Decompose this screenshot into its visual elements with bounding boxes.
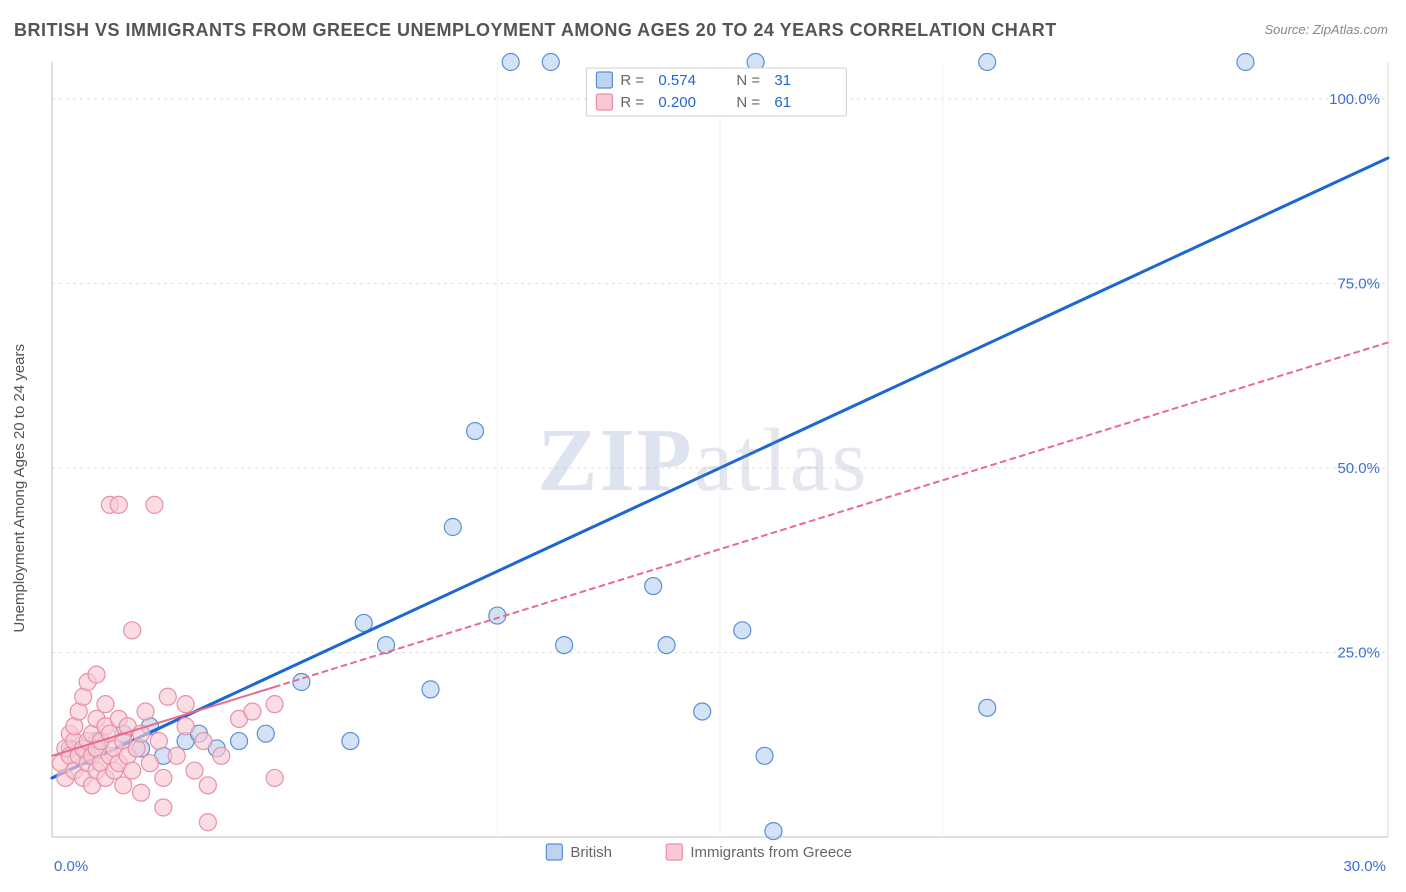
data-point (444, 519, 461, 536)
data-point (133, 784, 150, 801)
x-tick-label: 0.0% (54, 858, 88, 875)
data-point (195, 733, 212, 750)
y-tick-label: 100.0% (1329, 91, 1380, 108)
legend-r-label: R = (620, 72, 644, 89)
data-point (257, 725, 274, 742)
y-axis-label: Unemployment Among Ages 20 to 24 years (11, 344, 28, 633)
data-point (97, 696, 114, 713)
legend-swatch (596, 72, 612, 88)
data-point (168, 747, 185, 764)
legend-n-value: 31 (774, 72, 791, 89)
data-point (150, 733, 167, 750)
data-point (155, 799, 172, 816)
scatter-chart-svg: 25.0% 50.0% 75.0% 100.0% 0.0% 30.0% Unemployme… (0, 50, 1406, 892)
y-tick-label: 25.0% (1337, 644, 1380, 661)
data-point (186, 762, 203, 779)
legend-n-value: 61 (774, 94, 791, 111)
legend-r-value: 0.574 (658, 72, 696, 89)
data-point (266, 696, 283, 713)
legend-r-value: 0.200 (658, 94, 696, 111)
legend-n-label: N = (736, 94, 760, 111)
y-tick-label: 75.0% (1337, 275, 1380, 292)
data-point (88, 666, 105, 683)
data-point (199, 814, 216, 831)
y-tick-label: 50.0% (1337, 460, 1380, 477)
data-point (115, 777, 132, 794)
data-point (342, 733, 359, 750)
legend-swatch (596, 94, 612, 110)
data-point (502, 54, 519, 71)
data-point (979, 54, 996, 71)
data-point (155, 769, 172, 786)
data-point (244, 703, 261, 720)
legend-bottom-swatch (546, 844, 562, 860)
data-point (756, 747, 773, 764)
data-point (467, 423, 484, 440)
data-point (110, 496, 127, 513)
data-point (266, 769, 283, 786)
chart-container: 25.0% 50.0% 75.0% 100.0% 0.0% 30.0% Unemployme… (0, 50, 1406, 892)
data-point (141, 755, 158, 772)
data-point (694, 703, 711, 720)
data-point (542, 54, 559, 71)
data-point (231, 733, 248, 750)
data-point (658, 637, 675, 654)
data-point (213, 747, 230, 764)
data-point (177, 718, 194, 735)
data-point (556, 637, 573, 654)
chart-title: BRITISH VS IMMIGRANTS FROM GREECE UNEMPL… (14, 20, 1057, 41)
x-tick-label: 30.0% (1343, 858, 1386, 875)
data-point (124, 622, 141, 639)
legend-bottom-swatch (666, 844, 682, 860)
data-point (177, 696, 194, 713)
data-point (765, 823, 782, 840)
data-point (645, 578, 662, 595)
data-point (734, 622, 751, 639)
data-point (124, 762, 141, 779)
legend-bottom-label: British (570, 844, 612, 861)
data-point (146, 496, 163, 513)
legend-r-label: R = (620, 94, 644, 111)
data-point (199, 777, 216, 794)
data-point (979, 699, 996, 716)
chart-source: Source: ZipAtlas.com (1264, 22, 1388, 37)
legend-n-label: N = (736, 72, 760, 89)
data-point (159, 688, 176, 705)
legend-bottom-label: Immigrants from Greece (690, 844, 852, 861)
data-point (422, 681, 439, 698)
data-point (1237, 54, 1254, 71)
data-point (137, 703, 154, 720)
